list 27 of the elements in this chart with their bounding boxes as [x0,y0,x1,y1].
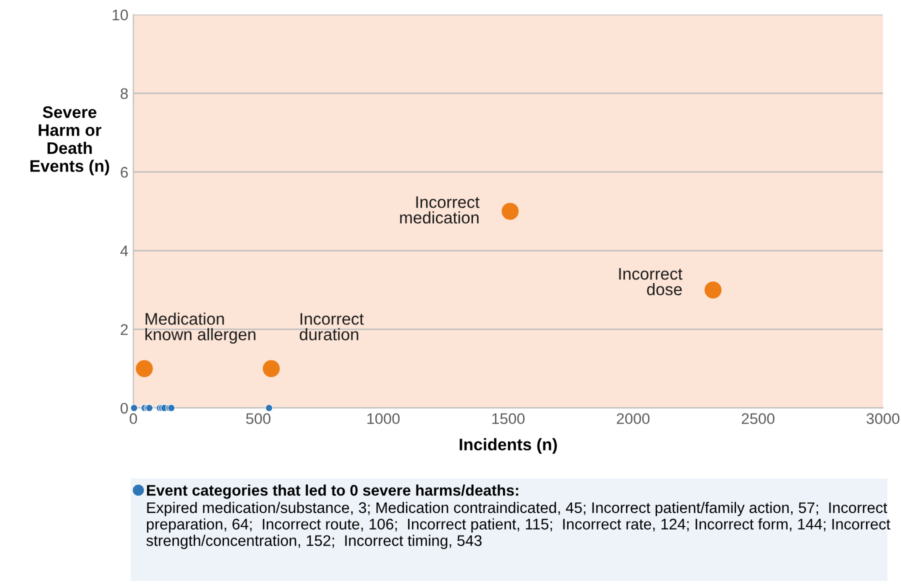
y-tick-label: 6 [120,166,128,178]
x-axis-title: Incidents (n) [460,438,557,454]
annotation: Incorrect medication [400,196,480,224]
y-tick-label: 4 [120,246,128,256]
point [265,404,273,412]
x-tick-label: 2000 [616,413,650,424]
x-tick-label: 0 [130,413,137,424]
legend-label: Event categories that led to 0 severe harms/deaths: [147,484,518,499]
text: Expired medication/substance, 3; Medication contraindicated, 45; Incorrect patient/family action, 57; Incorrect preparation, 64; Incorrect route, 106; Incorrect patient, 115; Incorrect rate, 124; Incorrect form, 144; Incorrect strength/concentration, 152; Incorrect timing, 543 [146,502,890,550]
annotation: Incorrect dose [619,268,682,296]
y-tick-label: 0 [120,402,128,414]
y-tick-label: 10 [112,10,128,20]
x-tick-label: 1000 [367,413,400,424]
x-tick-label: 500 [246,413,270,424]
annotation: Incorrect duration [300,313,364,340]
x-tick-label: 2500 [742,413,774,424]
point [130,404,138,412]
annotation: Medication known allergen [145,312,256,344]
x-tick-label: 1500 [492,413,525,424]
y-axis-title: Severe Harm or Death Events (n) [30,106,110,176]
point [136,360,153,378]
point [262,360,280,378]
point [502,202,519,220]
y-tick-label: 8 [120,88,128,100]
x-tick-label: 3000 [866,413,900,424]
y-tick-label: 2 [120,324,128,335]
point [704,281,722,298]
